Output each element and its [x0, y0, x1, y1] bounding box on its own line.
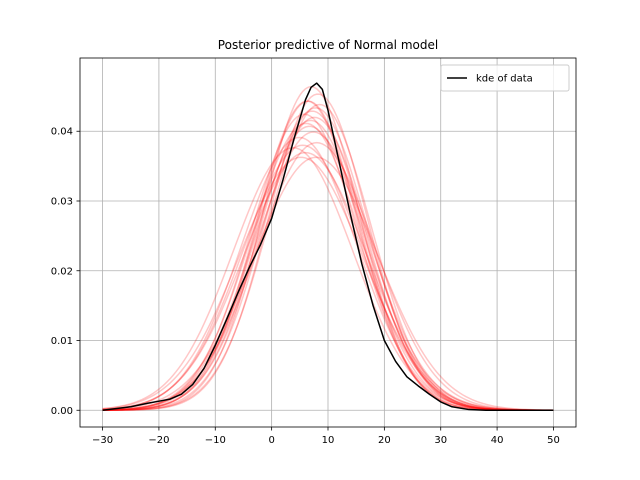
- posterior-sample-line: [102, 100, 554, 412]
- posterior-sample-line: [102, 113, 554, 411]
- posterior-samples: [102, 85, 554, 412]
- posterior-sample-line: [102, 110, 554, 411]
- x-tick-label: 50: [547, 435, 560, 446]
- legend: kde of data: [440, 64, 570, 92]
- posterior-sample-line: [102, 125, 554, 411]
- kde-series: [102, 82, 554, 412]
- posterior-sample-line: [102, 144, 554, 411]
- legend-kde-label: kde of data: [476, 74, 533, 85]
- chart-title: Posterior predictive of Normal model: [218, 38, 438, 52]
- y-axis: 0.00 0.01 0.02 0.03 0.04: [51, 127, 80, 417]
- y-tick-label: 0.03: [51, 196, 73, 207]
- x-tick-label: −30: [92, 435, 113, 446]
- posterior-sample-line: [102, 147, 554, 411]
- posterior-sample-line: [102, 156, 554, 411]
- posterior-sample-line: [102, 107, 554, 411]
- y-tick-label: 0.02: [51, 266, 73, 277]
- y-tick-label: 0.04: [51, 127, 73, 138]
- posterior-sample-line: [102, 131, 554, 411]
- posterior-sample-line: [102, 141, 554, 411]
- y-tick-label: 0.01: [51, 336, 73, 347]
- x-tick-label: 10: [322, 435, 335, 446]
- x-tick-label: 40: [491, 435, 504, 446]
- posterior-sample-line: [102, 93, 554, 411]
- posterior-sample-line: [102, 136, 554, 411]
- x-tick-label: −20: [148, 435, 169, 446]
- x-tick-label: −10: [205, 435, 226, 446]
- legend-box: [440, 64, 570, 92]
- kde-line: [102, 82, 554, 412]
- posterior-sample-line: [102, 151, 554, 411]
- posterior-sample-line: [102, 156, 554, 411]
- x-tick-label: 30: [434, 435, 447, 446]
- x-tick-label: 0: [268, 435, 274, 446]
- posterior-sample-line: [102, 116, 554, 411]
- posterior-sample-line: [102, 122, 554, 411]
- x-tick-label: 20: [378, 435, 391, 446]
- y-tick-label: 0.00: [51, 406, 73, 417]
- x-axis: −30 −20 −10 0 10 20 30 40 50: [92, 427, 560, 446]
